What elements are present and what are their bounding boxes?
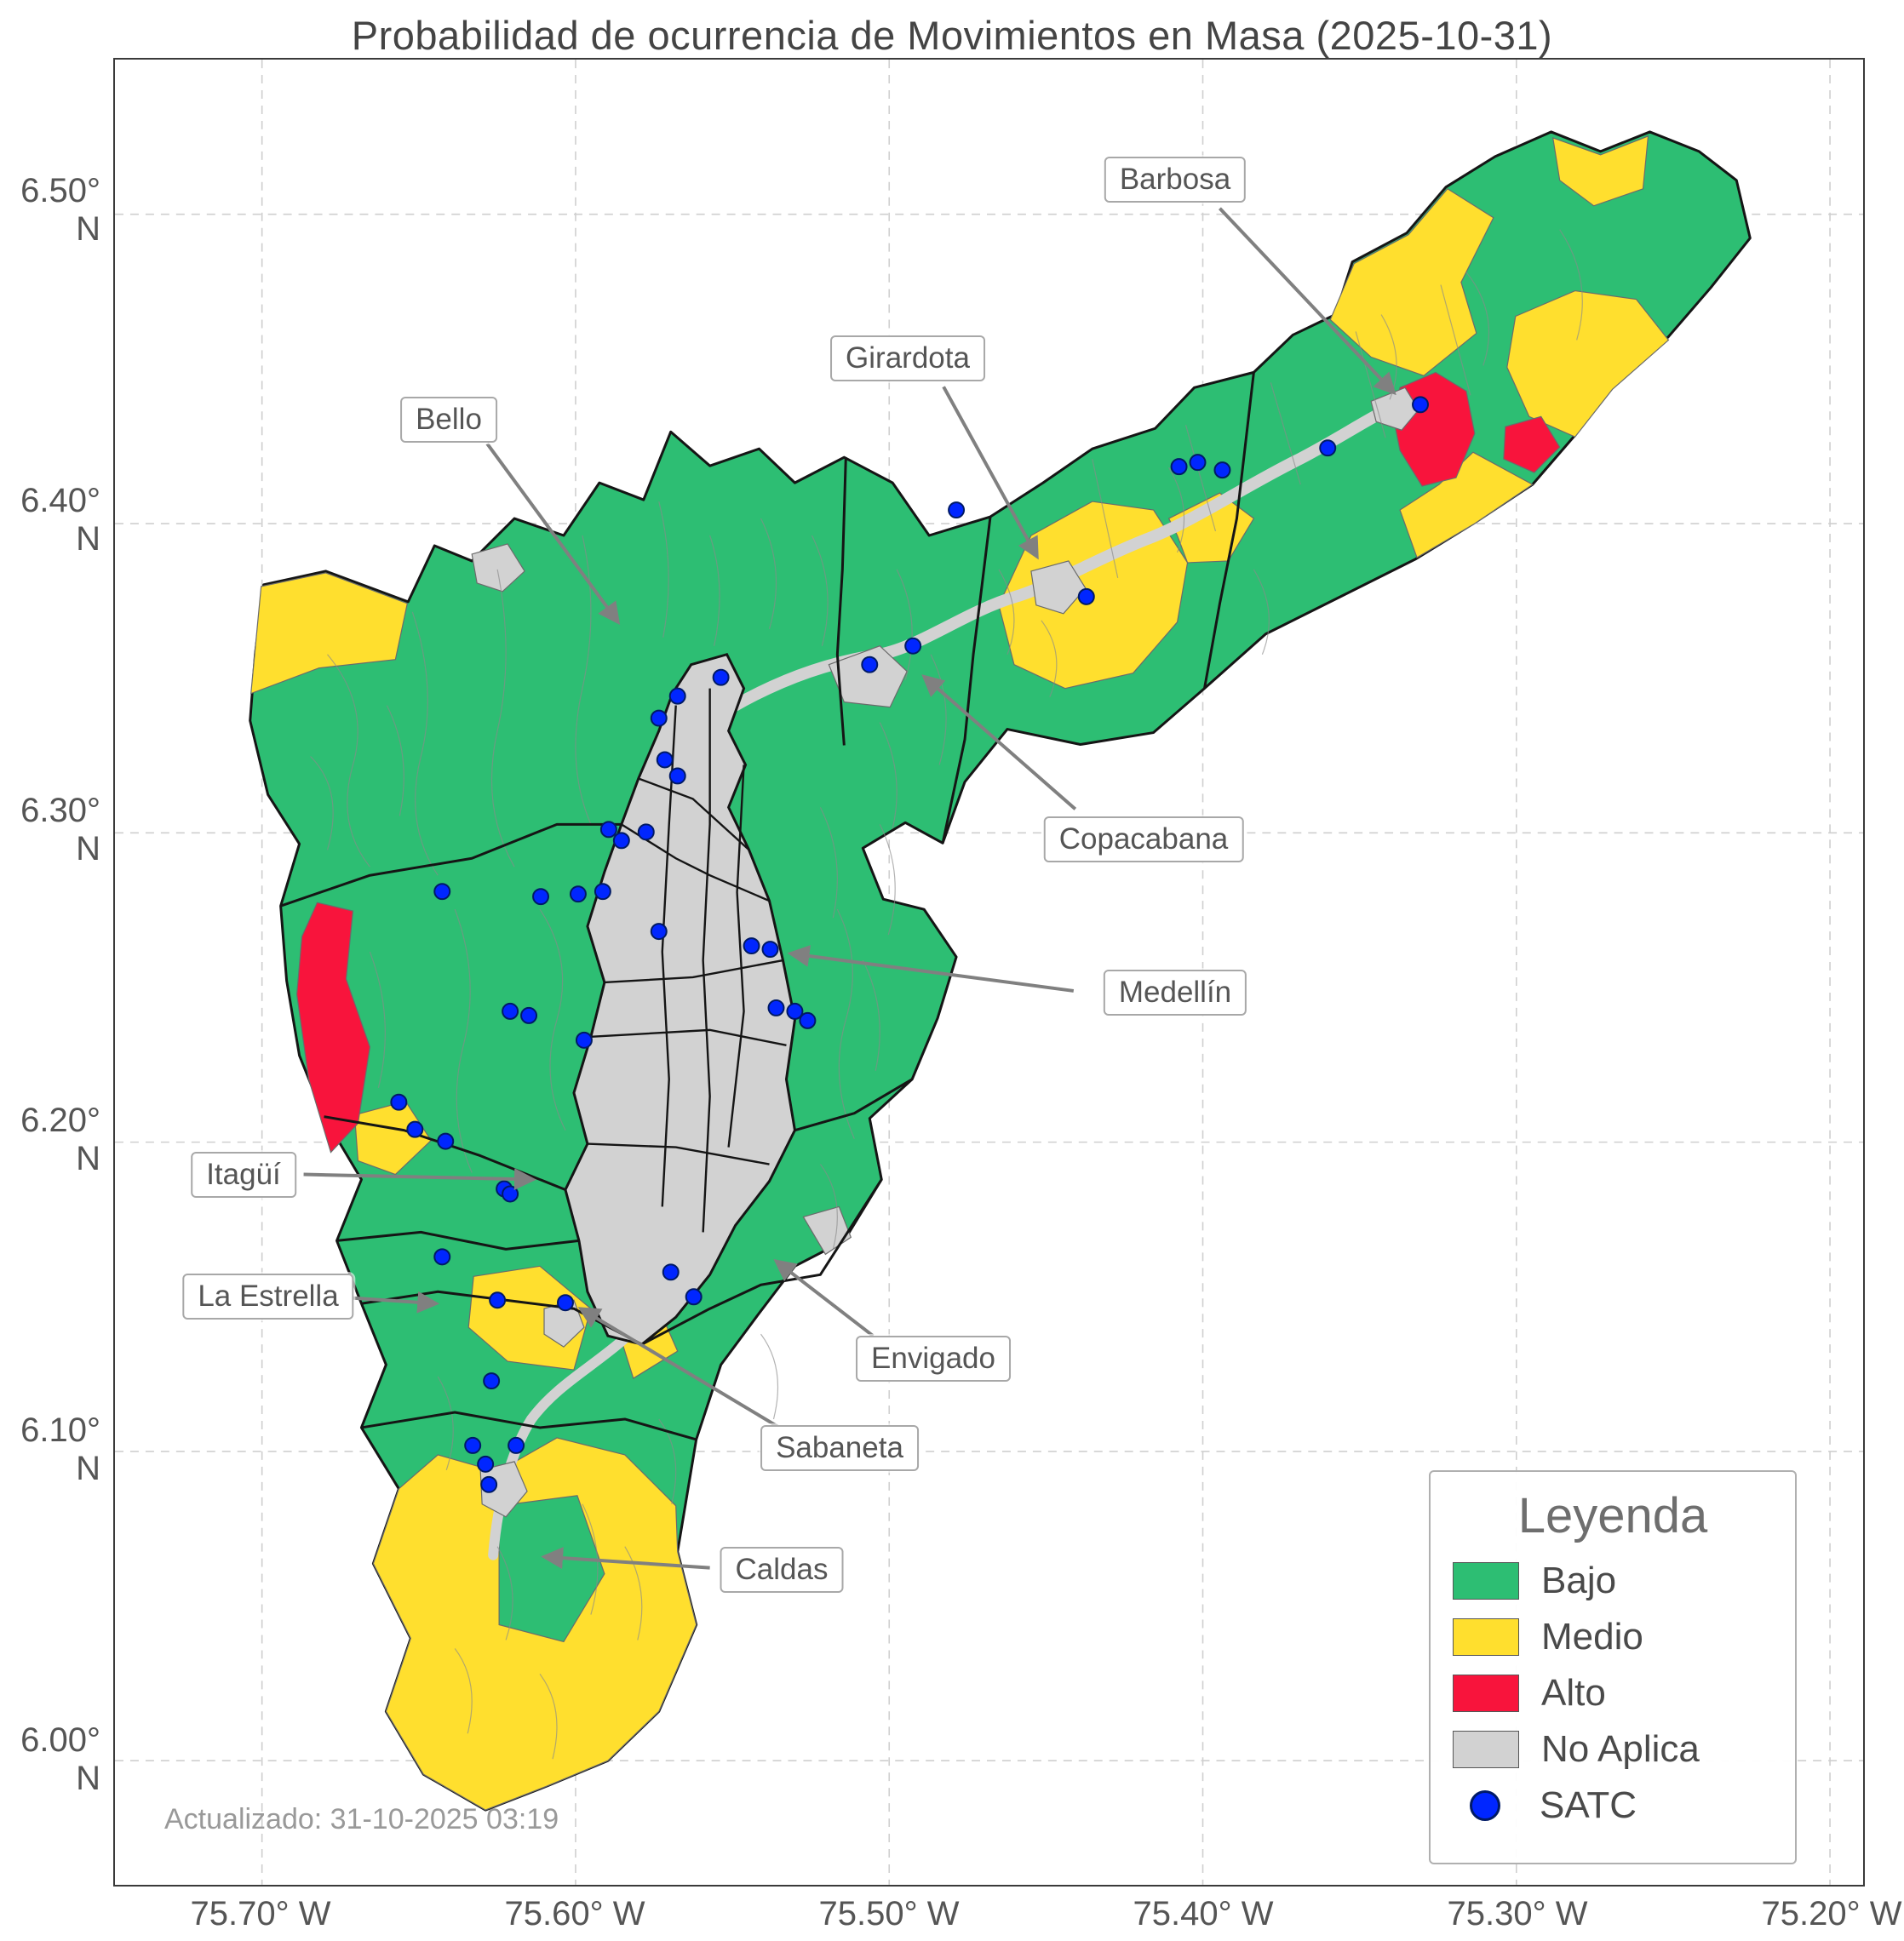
callout-itagui: Itagüí bbox=[191, 1152, 296, 1198]
legend-item-medio: Medio bbox=[1453, 1616, 1773, 1658]
lat-tick: 6.00° N bbox=[20, 1721, 100, 1797]
legend-item-alto: Alto bbox=[1453, 1672, 1773, 1715]
legend-item-noaplica: No Aplica bbox=[1453, 1728, 1773, 1771]
legend: Leyenda Bajo Medio Alto No Aplica SATC bbox=[1429, 1470, 1797, 1864]
bajo-swatch bbox=[1453, 1562, 1519, 1600]
callout-envigado: Envigado bbox=[856, 1336, 1011, 1382]
callout-sabaneta: Sabaneta bbox=[760, 1425, 919, 1471]
legend-label: Alto bbox=[1541, 1672, 1606, 1714]
noaplica-swatch bbox=[1453, 1731, 1519, 1768]
legend-title: Leyenda bbox=[1517, 1488, 1708, 1543]
plot-area: Barbosa Girardota Bello Copacabana Medel… bbox=[113, 58, 1865, 1887]
legend-item-satc: SATC bbox=[1453, 1784, 1773, 1827]
legend-item-bajo: Bajo bbox=[1453, 1560, 1773, 1602]
lat-tick: 6.30° N bbox=[20, 792, 100, 867]
lon-tick: 75.20° W bbox=[1761, 1895, 1902, 1932]
legend-label: No Aplica bbox=[1541, 1728, 1700, 1770]
lon-tick: 75.50° W bbox=[818, 1895, 960, 1932]
region-noaplica bbox=[471, 386, 1419, 1560]
medio-swatch bbox=[1453, 1618, 1519, 1656]
lat-tick: 6.40° N bbox=[20, 482, 100, 558]
map-title: Probabilidad de ocurrencia de Movimiento… bbox=[351, 13, 1553, 58]
lat-tick: 6.20° N bbox=[20, 1102, 100, 1177]
alto-swatch bbox=[1453, 1675, 1519, 1712]
legend-label: Bajo bbox=[1541, 1560, 1617, 1601]
callout-la-estrella: La Estrella bbox=[182, 1274, 354, 1320]
callout-copacabana: Copacabana bbox=[1043, 816, 1244, 862]
satc-marker-icon bbox=[1453, 1790, 1517, 1821]
callout-barbosa: Barbosa bbox=[1104, 157, 1247, 203]
callout-bello: Bello bbox=[400, 397, 497, 443]
callout-arrows bbox=[303, 207, 1396, 1570]
callout-girardota: Girardota bbox=[830, 335, 985, 381]
legend-label: Medio bbox=[1541, 1616, 1643, 1658]
lon-tick: 75.60° W bbox=[504, 1895, 645, 1932]
lon-tick: 75.70° W bbox=[190, 1895, 331, 1932]
lon-tick: 75.40° W bbox=[1133, 1895, 1274, 1932]
lon-tick: 75.30° W bbox=[1447, 1895, 1588, 1932]
lat-tick: 6.10° N bbox=[20, 1411, 100, 1487]
updated-timestamp: Actualizado: 31-10-2025 03:19 bbox=[164, 1803, 559, 1835]
callout-caldas: Caldas bbox=[720, 1547, 844, 1593]
map-canvas bbox=[115, 60, 1863, 1885]
vereda-boundaries bbox=[310, 229, 1583, 1760]
lat-tick: 6.50° N bbox=[20, 172, 100, 248]
satc-markers bbox=[390, 396, 1429, 1493]
callout-medellin: Medellín bbox=[1103, 970, 1247, 1016]
region-medio bbox=[250, 135, 1670, 1811]
legend-label: SATC bbox=[1540, 1784, 1637, 1826]
